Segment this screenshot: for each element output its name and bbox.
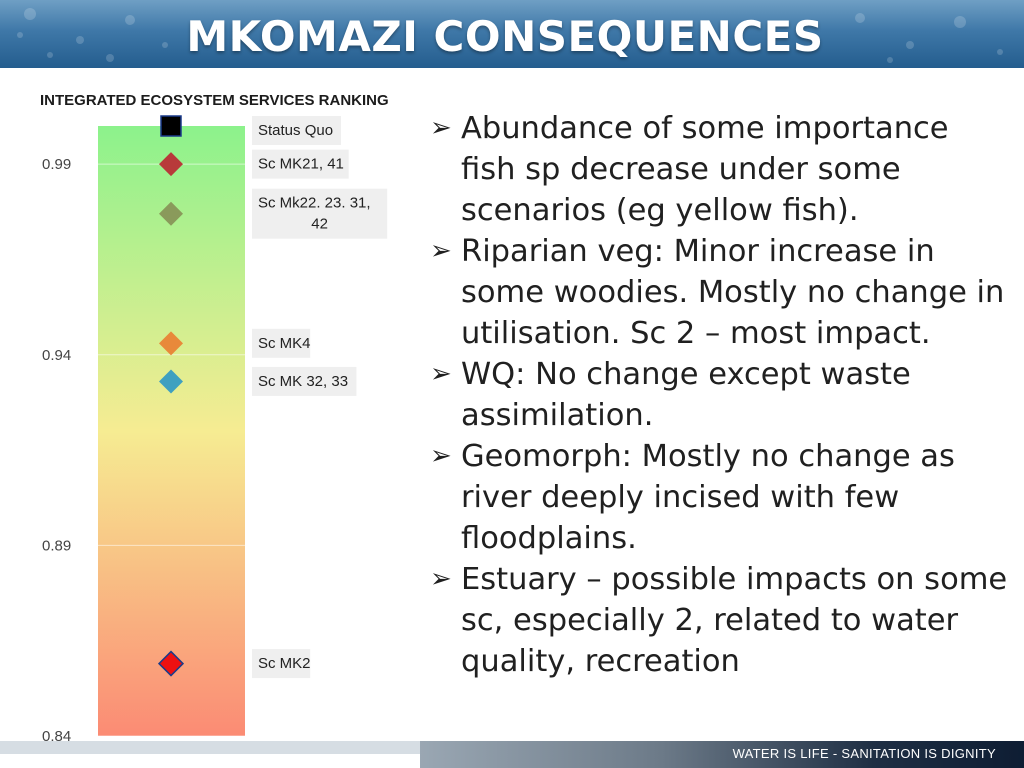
footer-slogan: WATER IS LIFE - SANITATION IS DIGNITY xyxy=(732,746,996,761)
y-tick-label: 0.99 xyxy=(42,156,71,173)
bullet-text: Riparian veg: Minor increase in some woo… xyxy=(461,234,1005,351)
ranking-chart: 0.99 0.94 0.89 0.84 Status Quo Sc MK21, 41 Sc… xyxy=(42,115,388,745)
data-point-label: Sc Mk22. 23. 31, 42 xyxy=(252,188,388,239)
bullet-text: Estuary – possible impacts on some sc, e… xyxy=(461,562,1008,679)
data-point-label: Sc MK4 xyxy=(252,328,311,358)
data-point-label-text: Sc MK2 xyxy=(258,655,311,672)
arrow-bullet-icon: ➢ xyxy=(430,564,452,594)
slide-title: MKOMAZI CONSEQUENCES xyxy=(186,12,824,61)
bullet-item: ➢ WQ: No change except waste assimilation… xyxy=(428,354,1008,436)
data-point-label: Status Quo xyxy=(252,116,341,145)
bullet-text: Abundance of some importance fish sp dec… xyxy=(461,111,949,228)
data-point-marker xyxy=(159,369,183,394)
arrow-bullet-icon: ➢ xyxy=(430,441,452,471)
footer-banner: WATER IS LIFE - SANITATION IS DIGNITY xyxy=(420,741,1024,768)
bullet-list: ➢ Abundance of some importance fish sp de… xyxy=(428,108,1008,682)
title-banner: MKOMAZI CONSEQUENCES xyxy=(0,0,1024,68)
bullet-text: WQ: No change except waste assimilation. xyxy=(461,357,911,433)
data-point-label: Sc MK21, 41 xyxy=(252,149,349,179)
y-tick-label: 0.84 xyxy=(42,728,71,745)
gradient-bar xyxy=(98,126,245,736)
bullet-item: ➢ Riparian veg: Minor increase in some wo… xyxy=(428,231,1008,354)
footer-left-band xyxy=(0,741,420,754)
chart-title: INTEGRATED ECOSYSTEM SERVICES RANKING xyxy=(40,92,389,109)
arrow-bullet-icon: ➢ xyxy=(430,236,452,266)
arrow-bullet-icon: ➢ xyxy=(430,359,452,389)
data-point-label-text: Sc MK 32, 33 xyxy=(258,373,348,390)
data-point-marker xyxy=(159,331,183,356)
data-point-label-text: Sc MK4 xyxy=(258,335,311,352)
data-point-marker xyxy=(159,152,183,177)
bullet-text: Geomorph: Mostly no change as river deep… xyxy=(461,439,955,556)
data-point-label-text: Status Quo xyxy=(258,122,333,139)
bullet-item: ➢ Geomorph: Mostly no change as river dee… xyxy=(428,436,1008,559)
y-tick-label: 0.89 xyxy=(42,537,71,554)
bullet-item: ➢ Abundance of some importance fish sp de… xyxy=(428,108,1008,231)
data-point-marker xyxy=(159,201,183,226)
water-drops-background xyxy=(17,8,1003,63)
arrow-bullet-icon: ➢ xyxy=(430,113,452,143)
data-point-label: Sc MK2 xyxy=(252,649,311,679)
y-tick-label: 0.94 xyxy=(42,347,71,364)
data-point-label-text: Sc Mk22. 23. 31, 42 xyxy=(258,195,371,233)
data-point-marker xyxy=(160,115,182,137)
data-point-label: Sc MK 32, 33 xyxy=(252,366,357,396)
data-point-label-text: Sc MK21, 41 xyxy=(258,156,344,173)
bullet-item: ➢ Estuary – possible impacts on some sc, … xyxy=(428,559,1008,682)
data-point-marker xyxy=(157,650,185,677)
